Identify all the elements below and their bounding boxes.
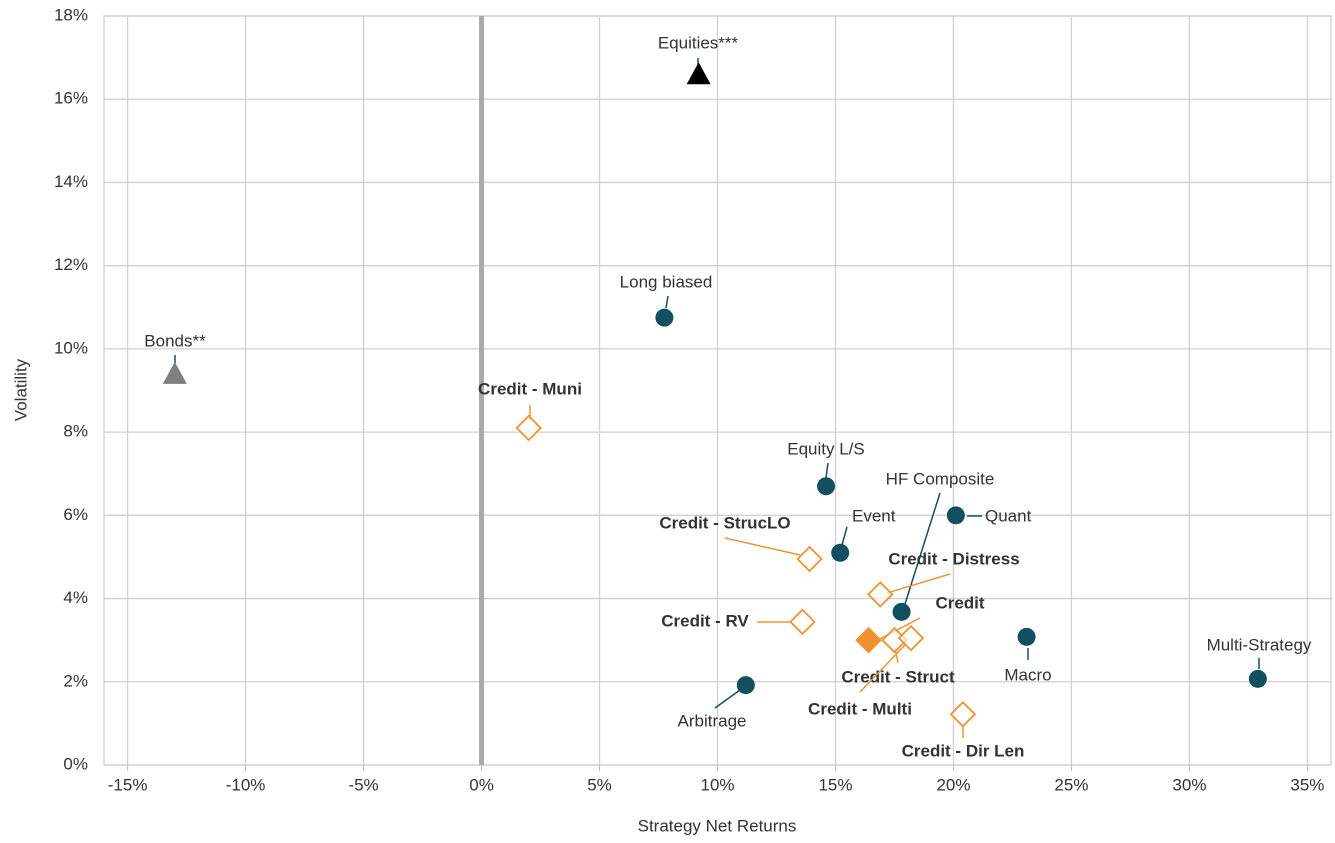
point-label: Equity L/S — [787, 439, 865, 458]
leader-line — [877, 617, 921, 641]
point-label: Event — [852, 506, 896, 525]
point-label: Credit — [935, 593, 984, 612]
leader-line — [859, 644, 906, 693]
point — [855, 626, 882, 654]
point — [736, 676, 755, 695]
point-label: Equities*** — [658, 33, 739, 52]
x-tick-label: 25% — [1054, 775, 1088, 794]
point-label: Credit - Dir Len — [902, 741, 1025, 760]
point-label: Credit - Distress — [888, 549, 1019, 568]
leader-line — [665, 295, 669, 309]
y-tick-label: 4% — [63, 588, 88, 607]
point-label: Credit - RV — [661, 611, 749, 630]
point-label: Bonds** — [144, 331, 206, 350]
point-label: Arbitrage — [678, 711, 747, 730]
y-tick-label: 16% — [54, 89, 88, 108]
point — [831, 543, 850, 562]
point — [789, 608, 816, 636]
point — [949, 700, 977, 728]
x-tick-label: -15% — [108, 775, 148, 794]
point-label: Credit - Struct — [841, 667, 955, 686]
point-label: Macro — [1004, 665, 1051, 684]
x-axis-label: Strategy Net Returns — [638, 816, 797, 835]
y-tick-label: 10% — [54, 338, 88, 357]
x-tick-label: 15% — [818, 775, 852, 794]
point-label: Multi-Strategy — [1207, 635, 1312, 654]
point — [686, 62, 711, 85]
y-tick-label: 0% — [63, 754, 88, 773]
point — [892, 602, 911, 621]
y-tick-label: 18% — [54, 5, 88, 24]
x-tick-label: 10% — [700, 775, 734, 794]
point — [162, 361, 187, 384]
y-tick-label: 6% — [63, 505, 88, 524]
y-tick-label: 2% — [63, 671, 88, 690]
point-label: Credit - Multi — [808, 699, 912, 718]
leader-line — [825, 462, 829, 479]
point-label: Quant — [985, 506, 1032, 525]
point-label: Credit - Muni — [478, 379, 582, 398]
point — [655, 308, 674, 327]
leader-line — [886, 573, 951, 594]
x-tick-label: 5% — [587, 775, 612, 794]
point — [515, 414, 543, 442]
point — [1017, 627, 1036, 646]
x-tick-label: 35% — [1290, 775, 1324, 794]
x-tick-label: -5% — [348, 775, 378, 794]
point — [897, 624, 925, 652]
leader-line — [724, 537, 801, 556]
x-tick-label: -10% — [226, 775, 266, 794]
y-tick-label: 14% — [54, 172, 88, 191]
point — [867, 581, 894, 608]
x-tick-label: 20% — [936, 775, 970, 794]
y-axis-label: Volatility — [11, 358, 30, 421]
point — [946, 506, 965, 525]
point — [796, 545, 823, 573]
leader-line — [714, 689, 741, 709]
point — [817, 477, 836, 496]
point — [1248, 669, 1267, 688]
y-tick-label: 8% — [63, 422, 88, 441]
x-tick-label: 30% — [1172, 775, 1206, 794]
leader-line — [841, 526, 848, 546]
point-label: Credit - StrucLO — [659, 513, 790, 532]
y-tick-label: 12% — [54, 255, 88, 274]
point-label: Long biased — [620, 272, 713, 291]
point-label: HF Composite — [886, 469, 995, 488]
x-tick-label: 0% — [469, 775, 494, 794]
